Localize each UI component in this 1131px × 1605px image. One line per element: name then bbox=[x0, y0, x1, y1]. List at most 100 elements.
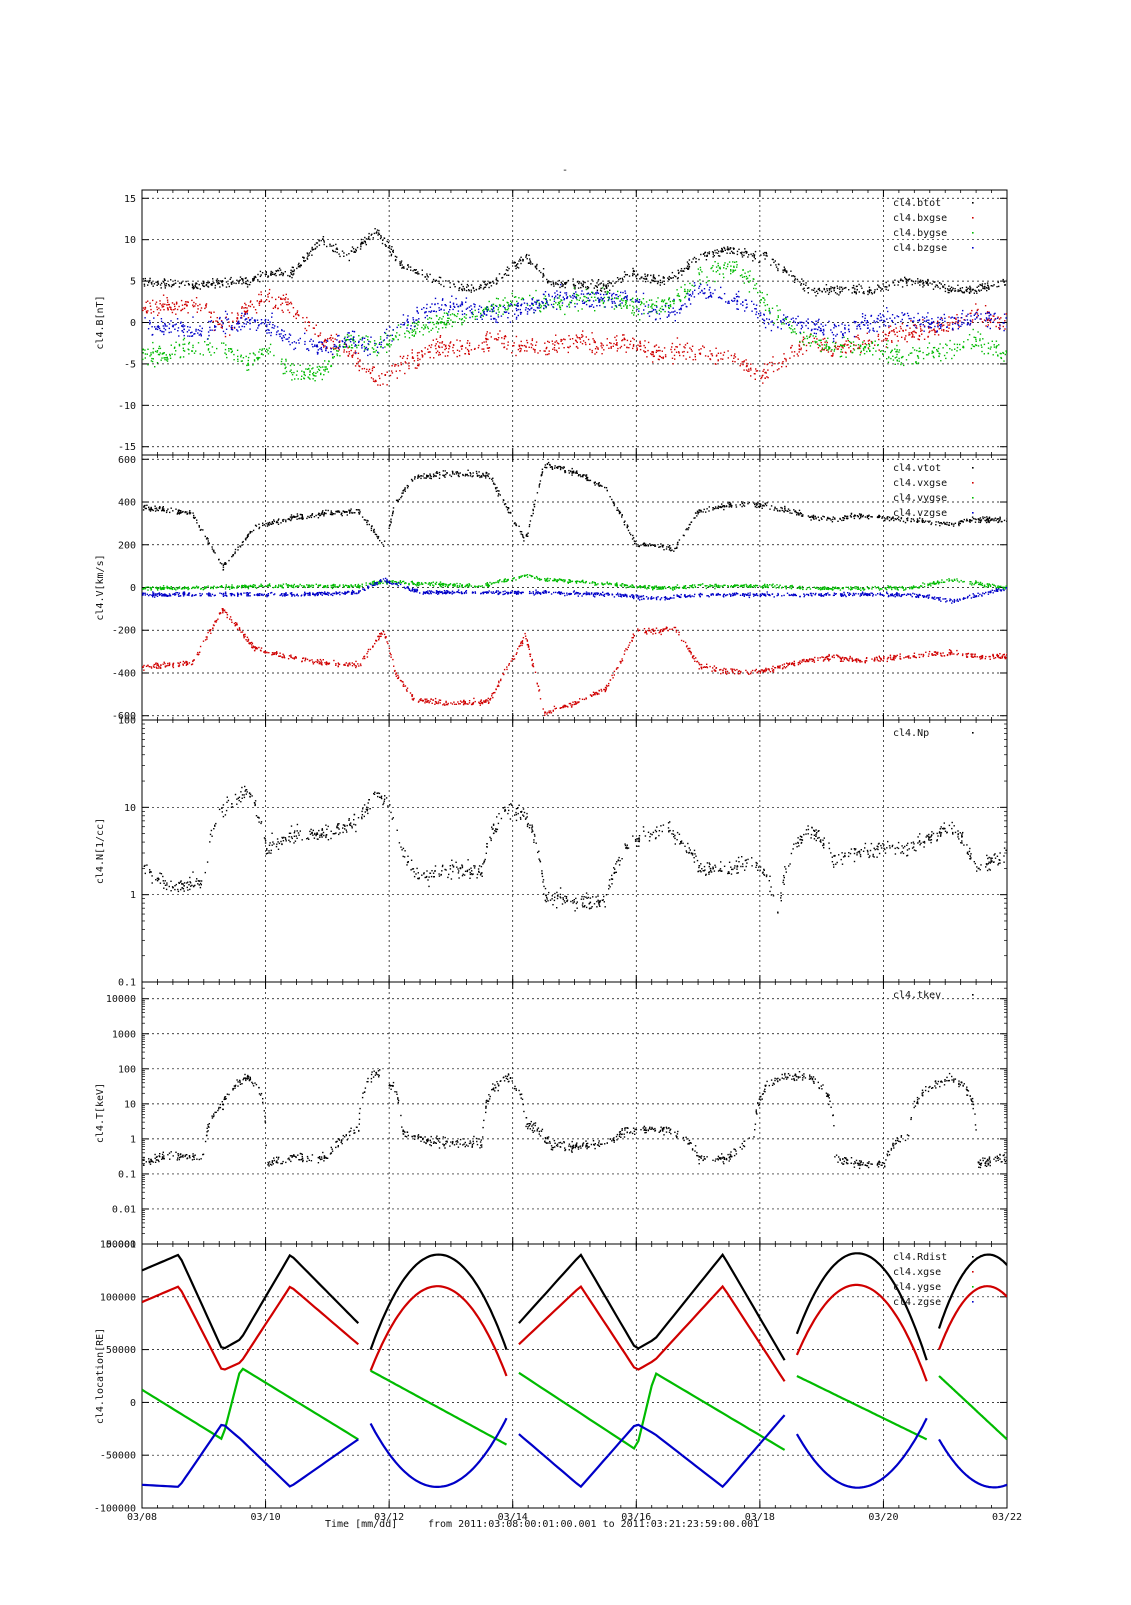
data-point bbox=[452, 321, 453, 322]
data-point bbox=[432, 282, 433, 283]
data-point bbox=[798, 355, 799, 356]
data-point bbox=[799, 322, 800, 323]
data-point bbox=[277, 308, 278, 309]
data-point bbox=[749, 291, 750, 292]
data-point bbox=[663, 301, 664, 302]
data-point bbox=[617, 298, 618, 299]
data-point bbox=[206, 344, 207, 345]
data-point bbox=[183, 332, 184, 333]
data-point bbox=[352, 512, 353, 513]
data-point bbox=[902, 319, 903, 320]
data-point bbox=[915, 327, 916, 328]
data-point bbox=[927, 354, 928, 355]
data-point bbox=[190, 332, 191, 333]
data-point bbox=[269, 289, 270, 290]
data-point bbox=[746, 363, 747, 364]
data-point bbox=[595, 293, 596, 294]
data-point bbox=[515, 268, 516, 269]
data-point bbox=[531, 347, 532, 348]
data-point bbox=[890, 358, 891, 359]
data-point bbox=[318, 342, 319, 343]
data-point bbox=[618, 296, 619, 297]
data-point bbox=[869, 291, 870, 292]
data-point bbox=[938, 356, 939, 357]
data-point bbox=[407, 322, 408, 323]
data-point bbox=[311, 514, 312, 515]
data-point bbox=[370, 337, 371, 338]
data-point bbox=[165, 325, 166, 326]
data-point bbox=[412, 349, 413, 350]
data-point bbox=[426, 308, 427, 309]
data-point bbox=[350, 335, 351, 336]
data-point bbox=[669, 545, 670, 546]
data-point bbox=[595, 300, 596, 301]
data-point bbox=[590, 283, 591, 284]
data-point bbox=[349, 353, 350, 354]
data-point bbox=[520, 263, 521, 264]
data-point bbox=[871, 315, 872, 316]
data-point bbox=[290, 270, 291, 271]
data-point bbox=[906, 282, 907, 283]
data-point bbox=[155, 351, 156, 352]
data-point bbox=[655, 319, 656, 320]
data-point bbox=[287, 275, 288, 276]
data-point bbox=[568, 304, 569, 305]
data-point bbox=[382, 383, 383, 384]
data-point bbox=[815, 328, 816, 329]
data-point bbox=[900, 364, 901, 365]
data-point bbox=[980, 318, 981, 319]
data-point bbox=[199, 304, 200, 305]
data-point bbox=[233, 282, 234, 283]
data-point bbox=[1003, 282, 1004, 283]
data-point bbox=[143, 307, 144, 308]
data-point bbox=[497, 339, 498, 340]
data-point bbox=[293, 271, 294, 272]
data-point bbox=[283, 331, 284, 332]
data-point bbox=[737, 296, 738, 297]
data-point bbox=[897, 284, 898, 285]
data-point bbox=[742, 302, 743, 303]
data-point bbox=[611, 283, 612, 284]
data-point bbox=[503, 343, 504, 344]
data-point bbox=[812, 341, 813, 342]
data-point bbox=[462, 311, 463, 312]
data-point bbox=[928, 285, 929, 286]
data-point bbox=[457, 350, 458, 351]
data-point bbox=[896, 345, 897, 346]
data-point bbox=[621, 308, 622, 309]
data-point bbox=[554, 297, 555, 298]
data-point bbox=[248, 363, 249, 364]
data-point bbox=[387, 372, 388, 373]
data-point bbox=[312, 247, 313, 248]
data-point bbox=[364, 368, 365, 369]
data-point bbox=[763, 302, 764, 303]
data-point bbox=[300, 264, 301, 265]
data-point bbox=[416, 323, 417, 324]
data-point bbox=[744, 248, 745, 249]
data-point bbox=[310, 251, 311, 252]
data-point bbox=[777, 326, 778, 327]
data-point bbox=[736, 264, 737, 265]
data-point bbox=[170, 358, 171, 359]
data-point bbox=[400, 326, 401, 327]
data-point bbox=[443, 344, 444, 345]
data-point bbox=[452, 309, 453, 310]
data-point bbox=[920, 280, 921, 281]
data-point bbox=[462, 345, 463, 346]
data-point bbox=[297, 310, 298, 311]
data-point bbox=[954, 344, 955, 345]
data-point bbox=[603, 283, 604, 284]
data-point bbox=[317, 371, 318, 372]
data-point bbox=[538, 307, 539, 308]
data-point bbox=[400, 324, 401, 325]
data-point bbox=[897, 349, 898, 350]
data-point bbox=[952, 323, 953, 324]
data-point bbox=[985, 320, 986, 321]
data-point bbox=[765, 378, 766, 379]
data-point bbox=[238, 321, 239, 322]
data-point bbox=[534, 351, 535, 352]
data-point bbox=[984, 283, 985, 284]
data-point bbox=[307, 256, 308, 257]
data-point bbox=[238, 282, 239, 283]
data-point bbox=[927, 347, 928, 348]
